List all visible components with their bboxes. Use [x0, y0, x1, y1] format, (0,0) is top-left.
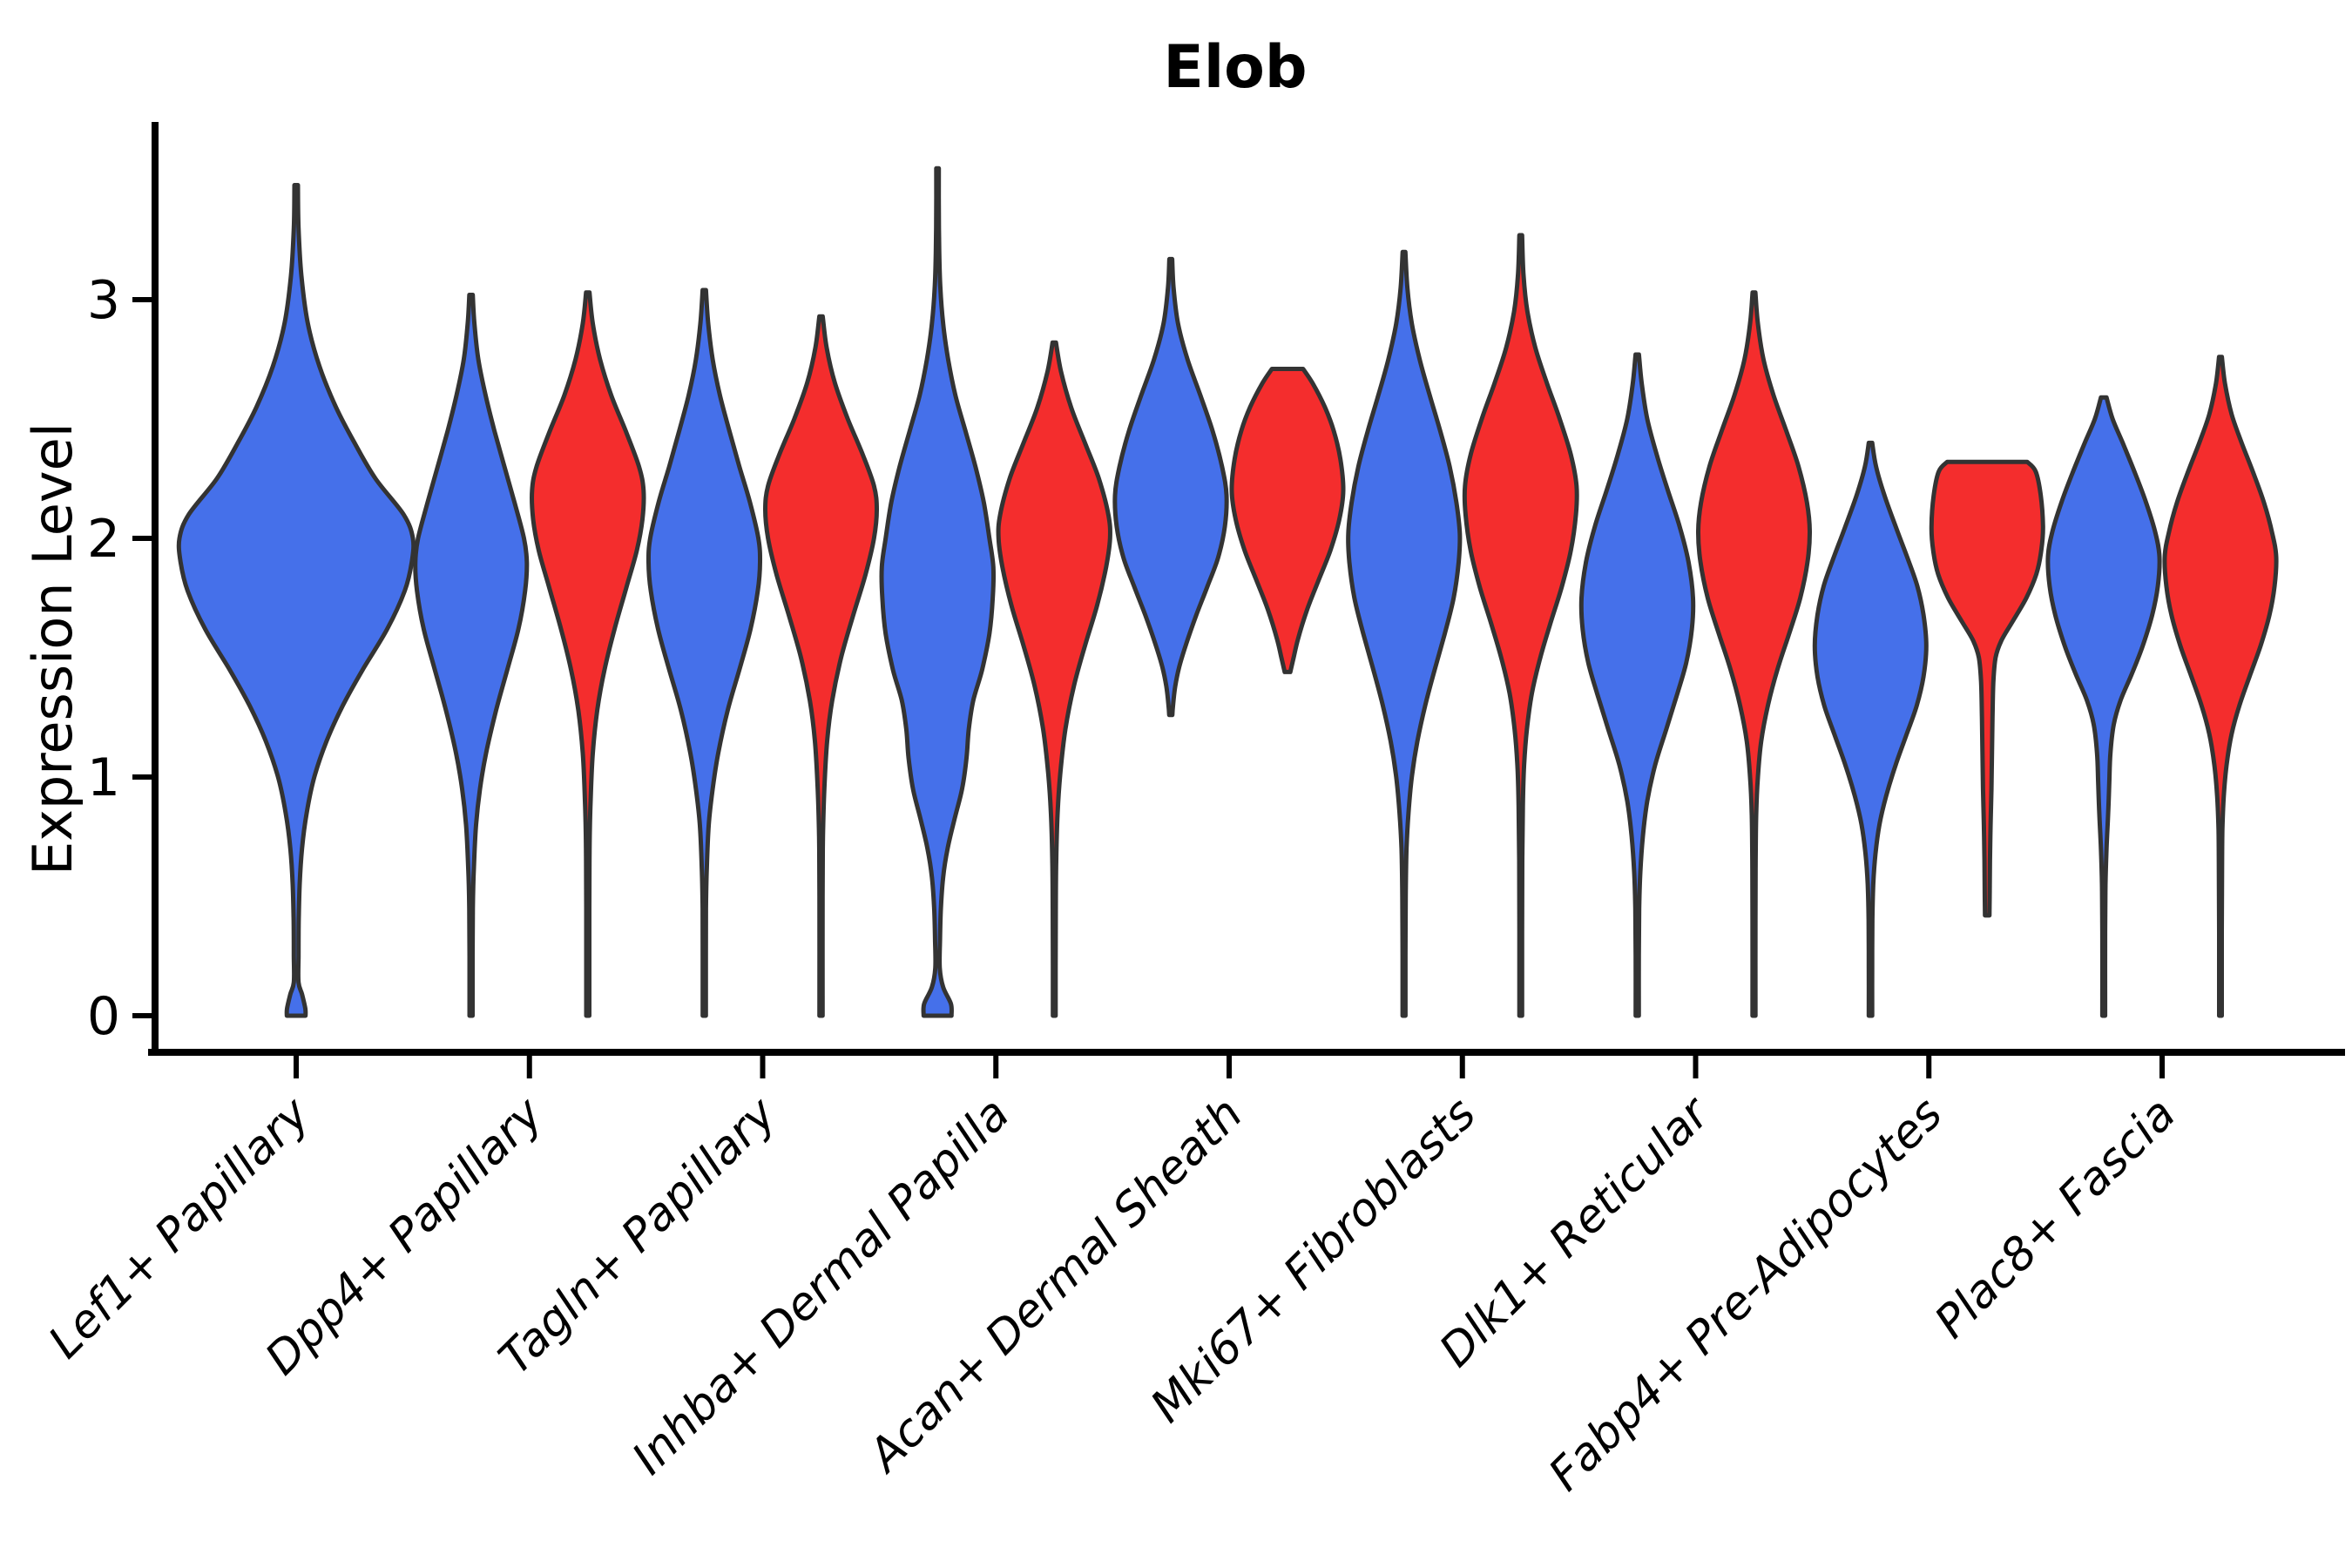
violin-inhba-dermal-papilla-red [996, 340, 1112, 1018]
violin-fabp4-pre-adipocytes-red [1929, 459, 2045, 918]
y-axis-label: Expression Level [21, 422, 84, 875]
y-tick-layer: 0 1 2 3 [87, 270, 155, 1047]
violin-acan-dermal-sheath-red [1229, 367, 1346, 674]
x-tick-label-acan-dermal-sheath: Acan+ Dermal Sheath [857, 1088, 1253, 1484]
violin-dlk1-reticular-blue [1578, 352, 1696, 1018]
violin-plac8-fascia-blue [2045, 395, 2162, 1018]
violin-tagln-papillary-red [763, 314, 879, 1018]
y-tick-label: 1 [87, 747, 120, 808]
violin-dlk1-reticular-red [1695, 290, 1813, 1018]
y-tick-label: 3 [87, 270, 120, 331]
violin-lef1-papillary-blue [176, 183, 416, 1018]
x-tick-label-inhba-dermal-papilla: Inhba+ Dermal Papilla [623, 1088, 1020, 1485]
violins-layer [176, 166, 2279, 1018]
x-tick-label-fabp4-pre-adipocytes: Fabp4+ Pre-Adipocytes [1539, 1088, 1953, 1502]
violin-mki67-fibroblasts-red [1462, 233, 1579, 1018]
y-tick-label: 0 [87, 986, 120, 1047]
x-tick-label-plac8-fascia: Plac8+ Fascia [1925, 1088, 2186, 1348]
chart-title: Elob [1163, 33, 1307, 102]
violin-dpp4-papillary-blue [413, 293, 530, 1018]
violin-fabp4-pre-adipocytes-blue [1812, 440, 1929, 1018]
violin-dpp4-papillary-red [530, 290, 646, 1018]
violin-plac8-fascia-red [2162, 355, 2279, 1018]
violin-mki67-fibroblasts-blue [1346, 249, 1463, 1018]
violin-tagln-papillary-blue [645, 287, 763, 1018]
axes-layer [148, 122, 2345, 1056]
y-tick-label: 2 [87, 509, 120, 570]
violin-inhba-dermal-papilla-blue [879, 166, 997, 1018]
violin-acan-dermal-sheath-blue [1112, 256, 1229, 718]
